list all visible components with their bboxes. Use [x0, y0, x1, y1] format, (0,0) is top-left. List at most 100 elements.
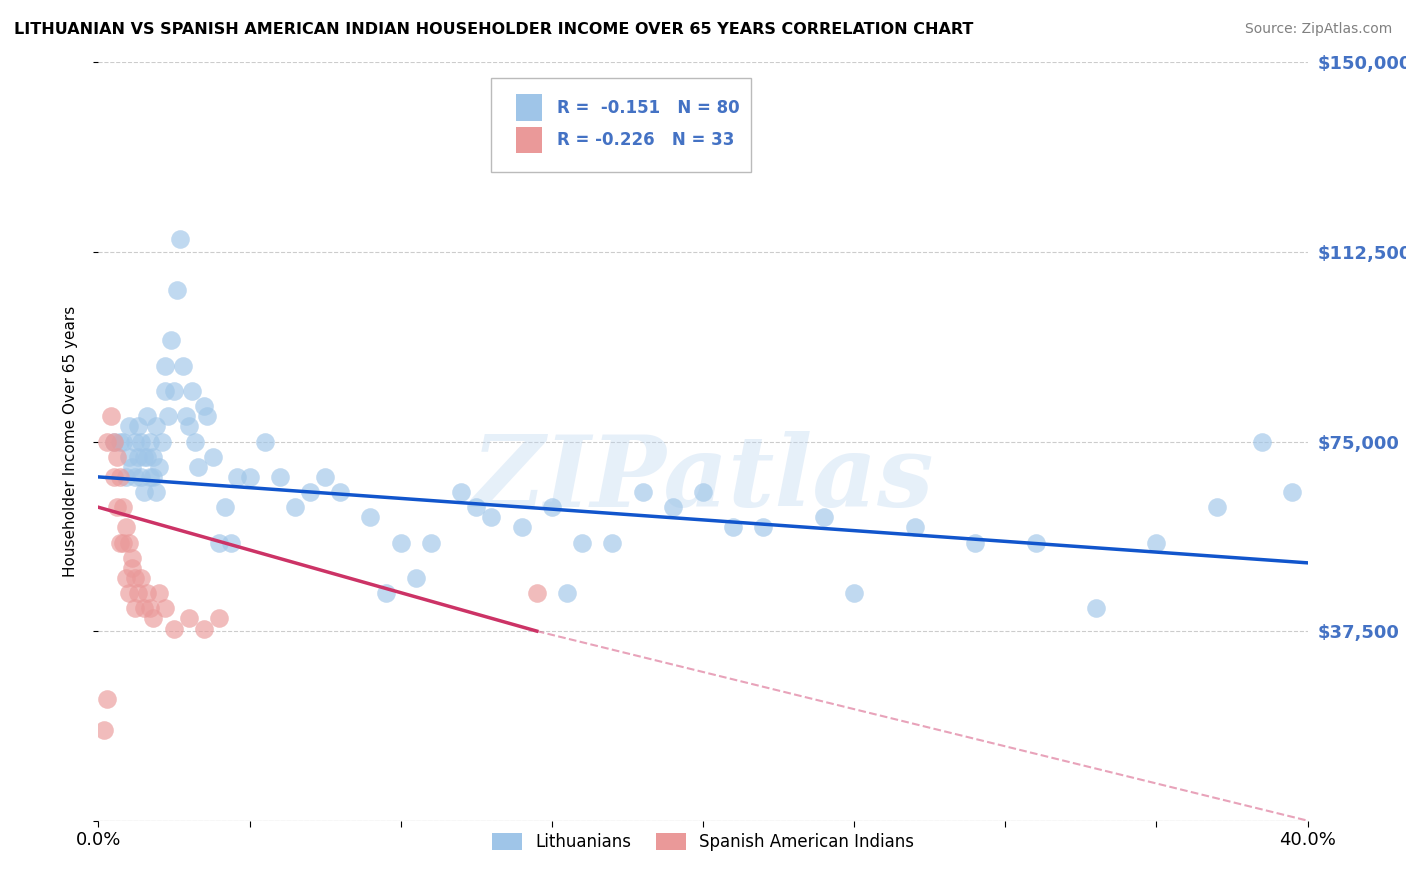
Point	[193, 622, 215, 636]
Point	[360, 510, 382, 524]
Point	[284, 500, 307, 515]
Point	[844, 586, 866, 600]
Point	[631, 485, 654, 500]
Point	[105, 450, 128, 464]
Point	[692, 485, 714, 500]
Point	[114, 470, 136, 484]
Point	[571, 535, 593, 549]
Point	[555, 586, 578, 600]
Point	[121, 459, 143, 474]
Point	[1024, 535, 1046, 549]
Point	[1085, 601, 1108, 615]
Point	[253, 434, 276, 449]
Point	[510, 520, 533, 534]
Point	[184, 434, 207, 449]
Point	[163, 622, 186, 636]
Point	[752, 520, 775, 534]
FancyBboxPatch shape	[516, 127, 543, 153]
Point	[150, 434, 173, 449]
Point	[132, 450, 155, 464]
Point	[111, 500, 134, 515]
Point	[1281, 485, 1303, 500]
Text: R =  -0.151   N = 80: R = -0.151 N = 80	[557, 98, 740, 117]
Point	[208, 611, 231, 625]
Point	[389, 535, 412, 549]
Point	[111, 434, 134, 449]
Point	[239, 470, 262, 484]
Point	[129, 470, 152, 484]
Point	[481, 510, 503, 524]
Legend: Lithuanians, Spanish American Indians: Lithuanians, Spanish American Indians	[485, 826, 921, 858]
Point	[135, 586, 157, 600]
Point	[114, 571, 136, 585]
Point	[405, 571, 427, 585]
Point	[132, 601, 155, 615]
Point	[93, 723, 115, 737]
Point	[904, 520, 927, 534]
Text: Source: ZipAtlas.com: Source: ZipAtlas.com	[1244, 22, 1392, 37]
Point	[111, 535, 134, 549]
Point	[163, 384, 186, 398]
Point	[174, 409, 197, 424]
Point	[145, 419, 167, 434]
Point	[195, 409, 218, 424]
Point	[105, 500, 128, 515]
Point	[103, 470, 125, 484]
Point	[208, 535, 231, 549]
Point	[374, 586, 396, 600]
Point	[118, 586, 141, 600]
Point	[127, 586, 149, 600]
Point	[139, 470, 162, 484]
Point	[142, 470, 165, 484]
Point	[420, 535, 443, 549]
Y-axis label: Householder Income Over 65 years: Householder Income Over 65 years	[63, 306, 77, 577]
Point	[661, 500, 683, 515]
FancyBboxPatch shape	[516, 95, 543, 120]
Text: ZIPatlas: ZIPatlas	[472, 431, 934, 528]
Point	[179, 419, 201, 434]
Point	[148, 586, 170, 600]
Point	[148, 459, 170, 474]
Point	[108, 434, 131, 449]
Point	[1206, 500, 1229, 515]
Point	[450, 485, 472, 500]
Point	[299, 485, 322, 500]
FancyBboxPatch shape	[492, 78, 751, 172]
Point	[526, 586, 548, 600]
Point	[124, 470, 146, 484]
Point	[139, 434, 162, 449]
Point	[1251, 434, 1274, 449]
Point	[135, 450, 157, 464]
Point	[153, 384, 176, 398]
Point	[142, 450, 165, 464]
Text: R = -0.226   N = 33: R = -0.226 N = 33	[557, 131, 734, 149]
Point	[139, 601, 162, 615]
Point	[118, 450, 141, 464]
Point	[314, 470, 336, 484]
Point	[129, 434, 152, 449]
Point	[153, 601, 176, 615]
Point	[118, 419, 141, 434]
Point	[156, 409, 179, 424]
Point	[124, 434, 146, 449]
Point	[132, 485, 155, 500]
Point	[153, 359, 176, 373]
Point	[96, 434, 118, 449]
Point	[108, 470, 131, 484]
Point	[166, 283, 188, 297]
Point	[723, 520, 745, 534]
Point	[160, 334, 183, 348]
Point	[103, 434, 125, 449]
Point	[465, 500, 488, 515]
Point	[172, 359, 194, 373]
Point	[129, 571, 152, 585]
Point	[145, 485, 167, 500]
Point	[96, 692, 118, 706]
Point	[602, 535, 624, 549]
Point	[114, 520, 136, 534]
Point	[202, 450, 225, 464]
Point	[142, 611, 165, 625]
Point	[121, 561, 143, 575]
Point	[127, 419, 149, 434]
Point	[540, 500, 562, 515]
